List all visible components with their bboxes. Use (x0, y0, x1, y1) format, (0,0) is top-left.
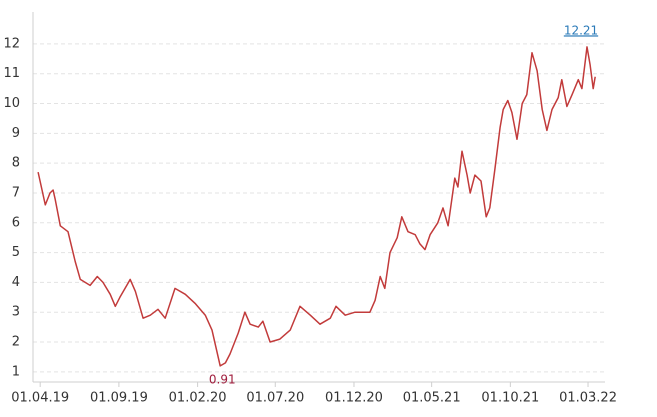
x-tick-label: 01.10.21 (481, 391, 539, 406)
y-tick-label: 9 (12, 126, 20, 141)
y-tick-label: 6 (12, 215, 20, 230)
y-tick-label: 10 (3, 96, 20, 111)
y-tick-label: 8 (12, 156, 20, 171)
x-tick-label: 01.05.21 (403, 391, 461, 406)
x-tick-label: 01.12.20 (325, 391, 383, 406)
y-tick-label: 2 (12, 335, 20, 350)
x-tick-label: 01.02.20 (169, 391, 227, 406)
y-tick-label: 4 (12, 275, 20, 290)
series-line (37, 46, 596, 367)
min-label: 0.91 (209, 372, 236, 386)
y-tick-label: 3 (12, 305, 20, 320)
x-tick-label: 01.09.19 (90, 391, 148, 406)
y-tick-label: 1 (12, 364, 20, 379)
y-tick-label: 7 (12, 185, 20, 200)
y-tick-label: 11 (3, 66, 20, 81)
x-tick-label: 01.03.22 (559, 391, 617, 406)
x-tick-label: 01.07.20 (246, 391, 304, 406)
x-tick-label: 01.04.19 (11, 391, 69, 406)
y-tick-label: 5 (12, 245, 20, 260)
y-tick-label: 12 (3, 36, 20, 51)
max-label: 12.21 (564, 23, 598, 37)
